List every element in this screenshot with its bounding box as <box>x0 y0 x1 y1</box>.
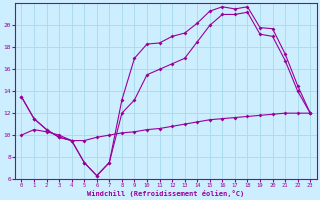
X-axis label: Windchill (Refroidissement éolien,°C): Windchill (Refroidissement éolien,°C) <box>87 190 244 197</box>
